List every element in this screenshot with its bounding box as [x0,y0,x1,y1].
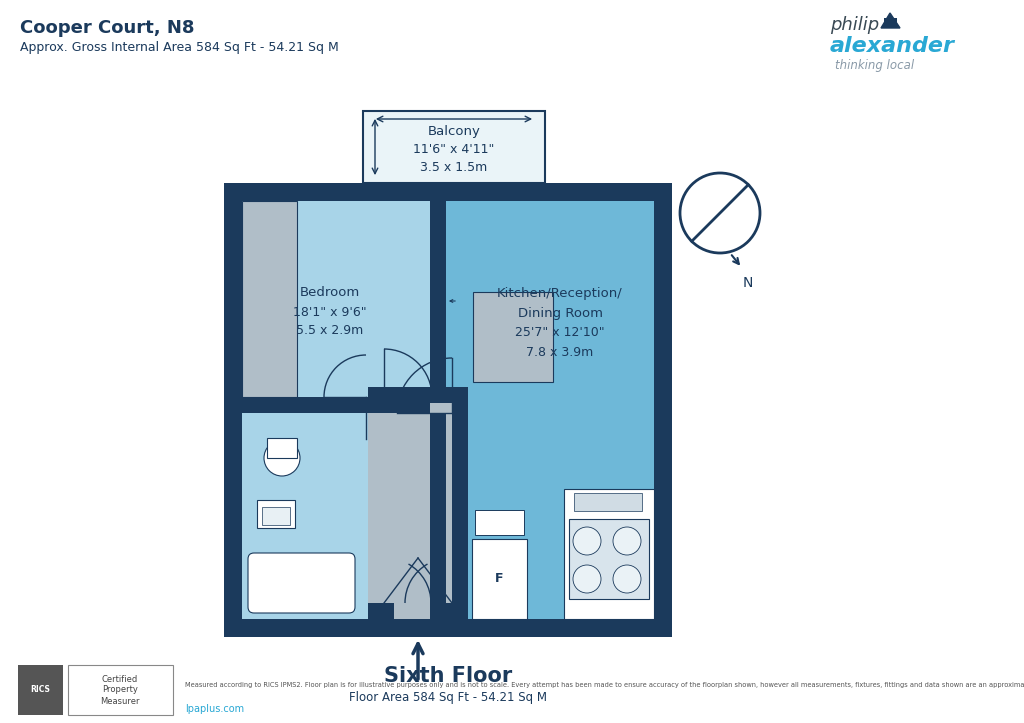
Text: 25'7" x 12'10": 25'7" x 12'10" [515,327,605,340]
Text: Measurer: Measurer [100,696,139,706]
Circle shape [573,527,601,555]
Bar [475,510,524,535]
Text: lpaplus.com: lpaplus.com [185,704,244,714]
Text: Kitchen/Reception/: Kitchen/Reception/ [497,286,623,299]
Text: philip: philip [830,16,880,34]
Text: Certified: Certified [101,675,138,683]
Text: Property: Property [102,685,138,695]
Bar [242,201,654,619]
Bar [368,603,394,619]
Bar [368,397,384,403]
Text: 7.8 x 3.9m: 7.8 x 3.9m [526,346,594,359]
Bar [242,201,297,397]
Text: F: F [496,573,504,586]
Polygon shape [881,13,900,28]
Bar [18,665,63,715]
Bar [362,111,545,183]
Bar [569,519,649,599]
FancyBboxPatch shape [248,553,355,613]
Bar [242,397,430,413]
Bar [224,183,242,637]
Bar [267,438,297,458]
Bar [430,413,446,619]
Text: Measured according to RICS IPMS2. Floor plan is for illustrative purposes only a: Measured according to RICS IPMS2. Floor … [185,682,1024,688]
Text: RICS: RICS [30,685,50,695]
Circle shape [613,565,641,593]
Bar [442,603,468,619]
Text: 18'1" x 9'6": 18'1" x 9'6" [293,307,367,320]
Bar [430,201,446,387]
Text: 5.5 x 2.9m: 5.5 x 2.9m [296,325,364,338]
Text: alexander: alexander [830,36,955,56]
Bar [452,403,468,619]
Circle shape [264,440,300,476]
Bar [224,183,672,201]
Text: thinking local: thinking local [835,59,914,72]
Bar [257,500,295,528]
Text: Dining Room: Dining Room [517,307,602,320]
Circle shape [613,527,641,555]
Text: 3.5 x 1.5m: 3.5 x 1.5m [421,161,487,174]
Bar [262,507,290,525]
Text: Approx. Gross Internal Area 584 Sq Ft - 54.21 Sq M: Approx. Gross Internal Area 584 Sq Ft - … [20,41,339,54]
Text: Cooper Court, N8: Cooper Court, N8 [20,19,195,37]
Bar [242,201,430,619]
Text: Bedroom: Bedroom [300,286,360,299]
Bar [224,619,672,637]
Text: Floor Area 584 Sq Ft - 54.21 Sq M: Floor Area 584 Sq Ft - 54.21 Sq M [349,691,547,704]
Text: Sixth Floor: Sixth Floor [384,666,512,686]
Bar [368,403,468,619]
Text: 11'6" x 4'11": 11'6" x 4'11" [414,142,495,155]
Bar [473,292,553,382]
Bar [242,413,362,619]
Bar [472,539,527,619]
Text: Balcony: Balcony [428,124,480,137]
Bar [564,489,654,619]
Bar [430,387,468,403]
Bar [574,493,642,511]
Bar [368,387,468,403]
Text: N: N [742,276,754,290]
Bar [884,18,897,28]
Bar [654,183,672,637]
Bar [68,665,173,715]
Circle shape [573,565,601,593]
